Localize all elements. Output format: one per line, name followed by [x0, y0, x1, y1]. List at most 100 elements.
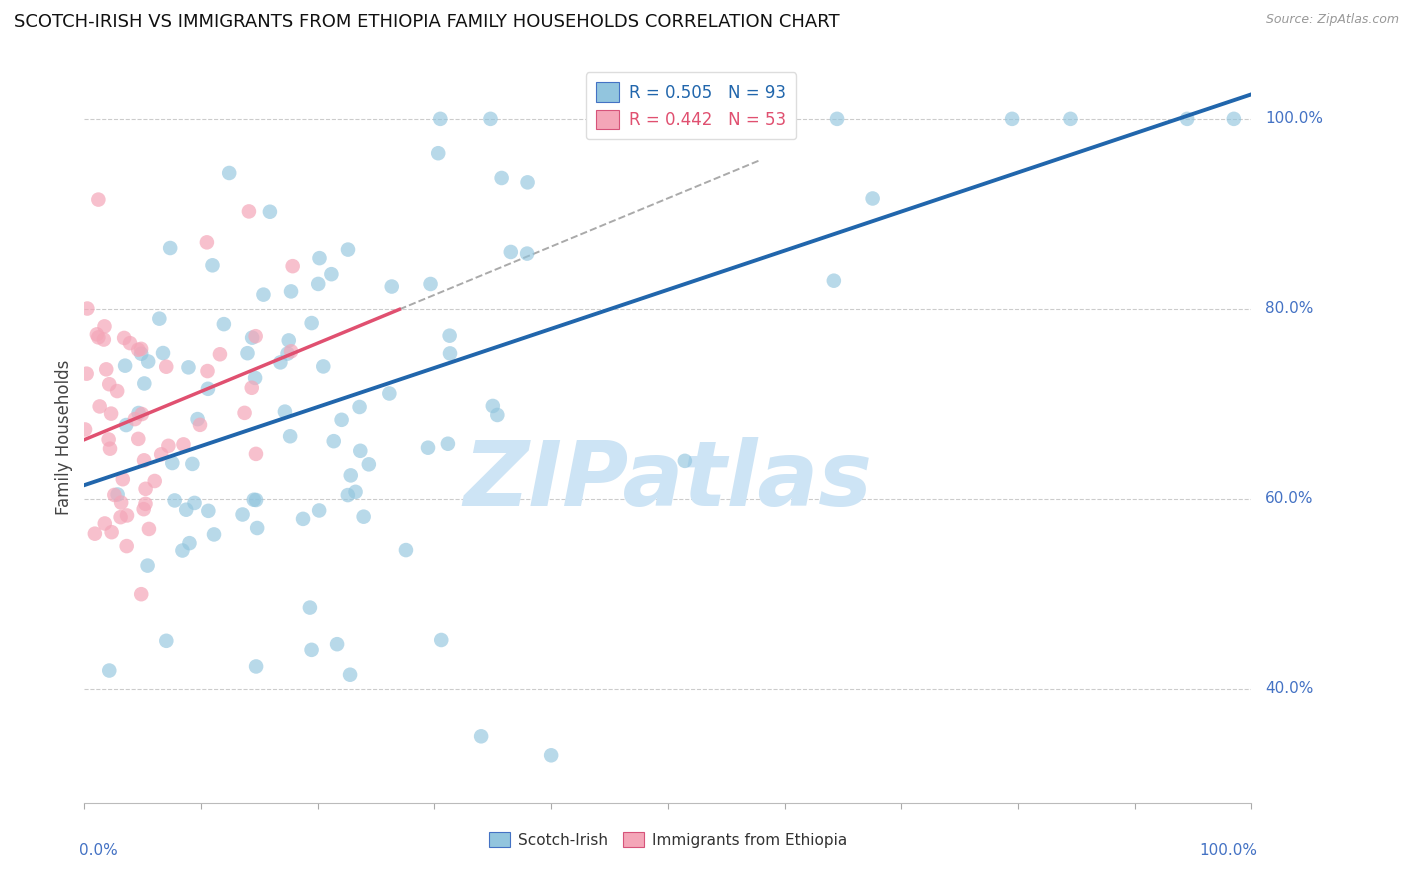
- Point: [76, 301, 98, 316]
- Point: [823, 274, 845, 288]
- Point: [232, 508, 254, 522]
- Point: [97, 433, 120, 447]
- Point: [482, 399, 505, 413]
- Point: [134, 376, 156, 391]
- Point: [89, 400, 111, 414]
- Point: [280, 344, 302, 359]
- Point: [439, 328, 461, 343]
- Point: [115, 539, 138, 553]
- Point: [416, 441, 439, 455]
- Legend: Scotch-Irish, Immigrants from Ethiopia: Scotch-Irish, Immigrants from Ethiopia: [482, 825, 853, 854]
- Point: [470, 729, 492, 743]
- Point: [326, 637, 349, 651]
- Point: [212, 317, 235, 331]
- Point: [259, 204, 281, 219]
- Text: 100.0%: 100.0%: [1199, 843, 1257, 858]
- Point: [233, 406, 256, 420]
- Text: ZIPatlas: ZIPatlas: [464, 437, 872, 525]
- Point: [163, 493, 186, 508]
- Point: [353, 509, 375, 524]
- Point: [179, 536, 201, 550]
- Point: [177, 360, 200, 375]
- Point: [135, 482, 157, 496]
- Point: [187, 412, 209, 426]
- Point: [322, 434, 344, 449]
- Point: [132, 502, 155, 516]
- Point: [162, 456, 184, 470]
- Point: [118, 336, 141, 351]
- Point: [172, 543, 194, 558]
- Point: [208, 347, 231, 361]
- Point: [301, 643, 323, 657]
- Point: [128, 406, 150, 420]
- Point: [93, 319, 115, 334]
- Y-axis label: Family Households: Family Households: [55, 359, 73, 515]
- Point: [1175, 112, 1198, 126]
- Point: [395, 543, 418, 558]
- Point: [429, 112, 451, 126]
- Point: [337, 243, 360, 257]
- Point: [150, 447, 173, 461]
- Point: [773, 112, 796, 126]
- Point: [430, 632, 453, 647]
- Point: [159, 241, 181, 255]
- Point: [1001, 112, 1024, 126]
- Point: [174, 502, 197, 516]
- Point: [278, 429, 301, 443]
- Point: [243, 371, 266, 385]
- Point: [240, 331, 263, 345]
- Point: [516, 175, 538, 189]
- Point: [276, 346, 298, 360]
- Point: [245, 329, 267, 343]
- Point: [98, 442, 121, 456]
- Text: 0.0%: 0.0%: [79, 843, 117, 858]
- Point: [245, 659, 267, 673]
- Point: [339, 667, 361, 681]
- Point: [236, 346, 259, 360]
- Point: [1223, 112, 1246, 126]
- Point: [181, 457, 204, 471]
- Point: [330, 413, 353, 427]
- Point: [136, 354, 159, 368]
- Point: [93, 333, 115, 347]
- Point: [321, 267, 343, 281]
- Point: [439, 346, 461, 360]
- Point: [183, 496, 205, 510]
- Point: [491, 171, 513, 186]
- Point: [87, 330, 110, 344]
- Point: [155, 359, 177, 374]
- Point: [240, 381, 263, 395]
- Point: [540, 748, 562, 763]
- Point: [105, 384, 128, 398]
- Point: [98, 664, 121, 678]
- Point: [238, 204, 260, 219]
- Point: [201, 258, 224, 272]
- Point: [269, 355, 291, 369]
- Point: [127, 432, 149, 446]
- Point: [381, 279, 404, 293]
- Point: [103, 488, 125, 502]
- Point: [825, 112, 848, 126]
- Point: [301, 316, 323, 330]
- Point: [486, 408, 509, 422]
- Point: [308, 251, 330, 265]
- Point: [357, 458, 380, 472]
- Point: [107, 487, 129, 501]
- Point: [155, 633, 177, 648]
- Point: [197, 382, 219, 396]
- Point: [143, 474, 166, 488]
- Point: [132, 453, 155, 467]
- Point: [136, 558, 159, 573]
- Point: [516, 246, 538, 260]
- Point: [138, 522, 160, 536]
- Point: [307, 277, 329, 291]
- Point: [280, 285, 302, 299]
- Point: [419, 277, 441, 291]
- Point: [134, 497, 156, 511]
- Point: [308, 503, 330, 517]
- Point: [862, 192, 884, 206]
- Text: 100.0%: 100.0%: [1265, 112, 1323, 127]
- Point: [124, 412, 146, 426]
- Point: [349, 443, 371, 458]
- Point: [437, 436, 460, 450]
